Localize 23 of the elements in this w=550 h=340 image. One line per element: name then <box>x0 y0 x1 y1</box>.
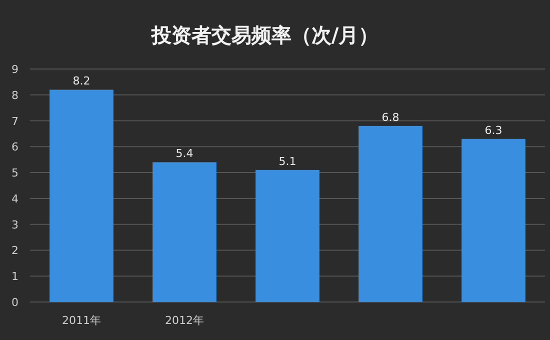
x-tick-label: 2012年 <box>165 314 204 327</box>
bar <box>50 90 114 302</box>
y-tick-label: 0 <box>12 296 18 309</box>
data-label: 6.8 <box>382 110 400 124</box>
y-tick-label: 5 <box>12 166 18 180</box>
y-tick-label: 8 <box>12 88 18 102</box>
y-tick-label: 3 <box>12 218 18 232</box>
bar <box>256 170 320 302</box>
data-label: 6.3 <box>484 124 502 137</box>
y-tick-label: 1 <box>12 270 18 284</box>
bar <box>462 138 526 302</box>
x-tick-label: 2011年 <box>62 314 101 327</box>
data-label: 8.2 <box>72 74 90 88</box>
data-label: 5.4 <box>176 147 194 160</box>
y-tick-label: 4 <box>12 192 18 206</box>
y-tick-label: 9 <box>12 63 18 76</box>
bar <box>358 126 422 302</box>
y-tick-label: 2 <box>12 244 18 258</box>
y-tick-label: 7 <box>12 114 18 128</box>
data-label: 5.1 <box>278 154 296 168</box>
bar <box>152 162 216 302</box>
y-tick-label: 6 <box>12 140 18 154</box>
chart-title: 投资者交易频率（次/月） <box>150 23 379 47</box>
